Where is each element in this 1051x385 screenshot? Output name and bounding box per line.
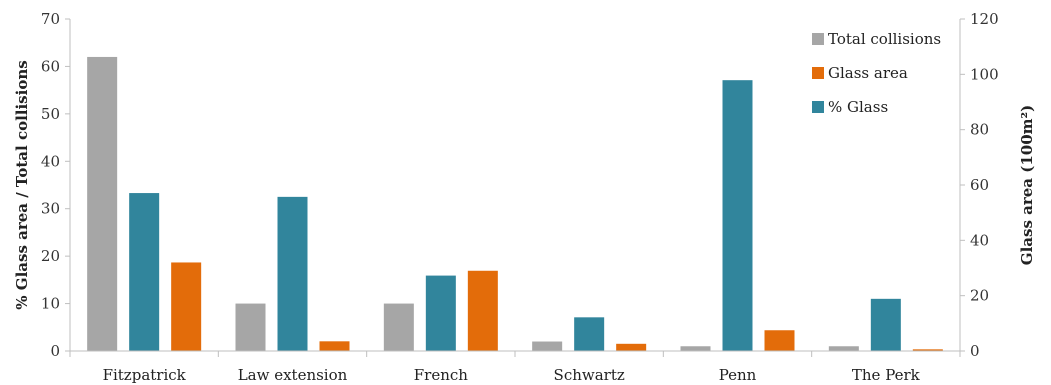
legend-swatch — [812, 33, 824, 45]
left-tick-label: 10 — [41, 295, 60, 313]
bar-glass-5 — [870, 298, 901, 351]
bar-glass-area-0 — [171, 262, 202, 351]
left-tick-label: 0 — [50, 342, 60, 360]
left-tick-label: 50 — [41, 105, 60, 123]
legend-label: Glass area — [828, 64, 908, 82]
category-label: The Perk — [852, 366, 921, 384]
bar-total-collisions-3 — [532, 341, 563, 351]
bar-total-collisions-5 — [828, 346, 859, 351]
bar-glass-3 — [574, 317, 605, 351]
category-labels: Fitzpatrick Law extension French Schwartz Pe… — [103, 366, 921, 384]
bar-glass-0 — [129, 193, 160, 351]
bar-total-collisions-0 — [87, 56, 118, 351]
right-tick-label: 20 — [970, 287, 989, 305]
bar-total-collisions-1 — [235, 303, 266, 351]
bar-glass-area-3 — [616, 343, 647, 351]
left-tick-label: 20 — [41, 247, 60, 265]
legend-swatch — [812, 67, 824, 79]
bar-glass-1 — [277, 196, 308, 351]
legend-swatch — [812, 101, 824, 113]
right-axis-ticks: 0 20 40 60 80 100 120 — [960, 10, 999, 360]
right-tick-label: 120 — [970, 10, 999, 28]
category-label: Penn — [719, 366, 757, 384]
y2-axis-title: Glass area (100m²) — [1018, 105, 1036, 265]
bar-glass-area-5 — [912, 349, 943, 351]
bar-glass-area-2 — [467, 270, 498, 351]
y-axis-title: % Glass area / Total collisions — [13, 60, 31, 309]
right-tick-label: 60 — [970, 176, 989, 194]
bar-glass-4 — [722, 80, 753, 351]
bar-glass-2 — [425, 275, 456, 351]
bar-total-collisions-4 — [680, 346, 711, 351]
right-tick-label: 100 — [970, 65, 999, 83]
left-tick-label: 30 — [41, 200, 60, 218]
category-label: Fitzpatrick — [103, 366, 187, 384]
axes — [69, 19, 961, 357]
left-tick-label: 40 — [41, 152, 60, 170]
legend-label: Total collisions — [828, 30, 941, 48]
bar-glass-area-4 — [764, 330, 795, 351]
right-tick-label: 0 — [970, 342, 980, 360]
bar-total-collisions-2 — [383, 303, 414, 351]
legend: Total collisions Glass area % Glass — [812, 30, 941, 116]
category-label: French — [414, 366, 469, 384]
category-label: Law extension — [238, 366, 348, 384]
bar-glass-area-1 — [319, 341, 350, 351]
left-tick-label: 70 — [41, 10, 60, 28]
category-label: Schwartz — [554, 366, 625, 384]
right-tick-label: 80 — [970, 121, 989, 139]
right-tick-label: 40 — [970, 231, 989, 249]
left-axis-ticks: 0 10 20 30 40 50 60 70 — [41, 10, 70, 360]
left-tick-label: 60 — [41, 57, 60, 75]
bars — [87, 56, 943, 351]
legend-label: % Glass — [828, 98, 888, 116]
